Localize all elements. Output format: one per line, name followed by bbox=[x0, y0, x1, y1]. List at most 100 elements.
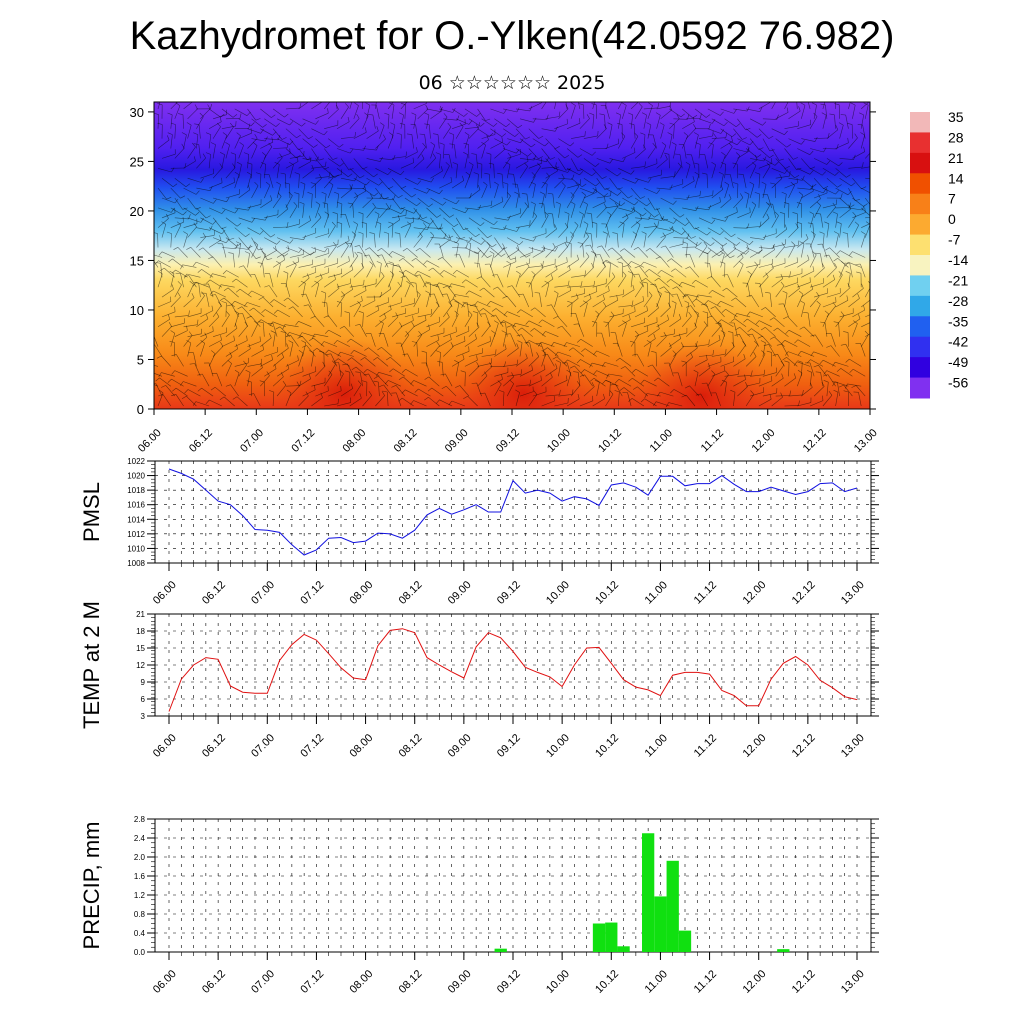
x-tick-label: 07.12 bbox=[298, 732, 326, 760]
pmsl-ylabel: PMSL bbox=[79, 482, 104, 542]
y-tick-label: 21 bbox=[136, 610, 145, 619]
colorbar-label: 7 bbox=[948, 191, 956, 207]
x-tick-label: 10.00 bbox=[545, 427, 573, 455]
x-tick-label: 13.00 bbox=[839, 732, 867, 760]
colorbar-swatch bbox=[910, 336, 930, 358]
colorbar-swatch bbox=[910, 357, 930, 379]
x-tick-label: 06.12 bbox=[200, 968, 228, 996]
x-tick-label: 13.00 bbox=[839, 968, 867, 996]
colorbar-swatch bbox=[910, 316, 930, 338]
precip-bar bbox=[605, 922, 618, 952]
x-tick-label: 08.00 bbox=[347, 732, 375, 760]
x-tick-label: 12.12 bbox=[801, 427, 829, 455]
x-tick-label: 12.00 bbox=[741, 579, 769, 607]
x-tick-label: 08.12 bbox=[397, 968, 425, 996]
x-tick-label: 08.12 bbox=[397, 732, 425, 760]
colorbar-swatch bbox=[910, 275, 930, 297]
precip-bar bbox=[666, 860, 679, 952]
precip-ylabel: PRECIP, mm bbox=[79, 822, 104, 950]
x-tick-label: 12.00 bbox=[741, 968, 769, 996]
x-tick-label: 11.12 bbox=[692, 579, 719, 606]
x-tick-label: 10.00 bbox=[544, 968, 572, 996]
colorbar-swatch bbox=[910, 173, 930, 195]
y-tick-label: 1010 bbox=[127, 544, 145, 553]
y-tick-label: 9 bbox=[141, 678, 146, 687]
colorbar-swatch bbox=[910, 193, 930, 215]
y-tick-label: 1.2 bbox=[134, 891, 146, 900]
colorbar-swatch bbox=[910, 112, 930, 133]
x-tick-label: 10.00 bbox=[544, 579, 572, 607]
x-tick-label: 10.00 bbox=[544, 732, 572, 760]
y-tick-label: 2.4 bbox=[134, 834, 146, 843]
y-tick-label: 6 bbox=[141, 695, 146, 704]
x-tick-label: 08.12 bbox=[397, 579, 425, 607]
x-tick-label: 10.12 bbox=[596, 427, 624, 455]
colorbar-label: -7 bbox=[948, 232, 961, 248]
x-tick-label: 12.12 bbox=[790, 732, 818, 760]
precip-bar bbox=[777, 949, 790, 952]
x-tick-label: 07.12 bbox=[298, 579, 326, 607]
colorbar-swatch bbox=[910, 234, 930, 256]
colorbar-swatch bbox=[910, 255, 930, 276]
precip-bar bbox=[642, 833, 655, 952]
y-tick-label: 1018 bbox=[127, 486, 145, 495]
precip-bar bbox=[494, 948, 507, 952]
y-tick-label: 2.8 bbox=[134, 815, 146, 824]
x-tick-label: 08.12 bbox=[392, 427, 420, 455]
y-tick-label: 18 bbox=[136, 627, 145, 636]
wind-barbs bbox=[154, 102, 870, 408]
temp2m-ylabel: TEMP at 2 M bbox=[79, 601, 104, 729]
x-tick-label: 11.12 bbox=[699, 427, 726, 454]
x-tick-label: 06.12 bbox=[200, 732, 228, 760]
x-tick-label: 09.12 bbox=[494, 427, 522, 455]
colorbar-label: -21 bbox=[948, 272, 968, 288]
x-tick-label: 07.12 bbox=[298, 968, 326, 996]
x-tick-label: 06.00 bbox=[151, 732, 179, 760]
x-tick-label: 13.00 bbox=[839, 579, 867, 607]
x-tick-label: 06.12 bbox=[187, 427, 215, 455]
x-tick-label: 12.00 bbox=[741, 732, 769, 760]
y-tick-label: 1020 bbox=[127, 472, 145, 481]
x-tick-label: 12.00 bbox=[750, 427, 778, 455]
y-tick-label: 1016 bbox=[127, 501, 145, 510]
x-tick-label: 07.00 bbox=[249, 579, 277, 607]
x-tick-label: 08.00 bbox=[340, 427, 368, 455]
temperature-field bbox=[154, 102, 870, 409]
y-tick-label: 1.6 bbox=[134, 872, 146, 881]
y-tick-label: 25 bbox=[130, 154, 144, 169]
x-tick-label: 06.00 bbox=[151, 579, 179, 607]
colorbar-label: -28 bbox=[948, 293, 968, 309]
y-tick-label: 20 bbox=[130, 204, 144, 219]
colorbar-swatch bbox=[910, 377, 930, 399]
x-tick-label: 11.00 bbox=[643, 968, 670, 995]
precip-bar bbox=[617, 946, 630, 952]
colorbar-label: -56 bbox=[948, 375, 968, 391]
x-tick-label: 06.00 bbox=[136, 427, 164, 455]
chart-subtitle: 06 ☆☆☆☆☆☆ 2025 bbox=[418, 72, 606, 94]
x-tick-label: 06.00 bbox=[151, 968, 179, 996]
colorbar-label: 35 bbox=[948, 109, 964, 125]
colorbar-swatch bbox=[910, 132, 930, 154]
x-tick-label: 11.00 bbox=[648, 427, 675, 454]
x-tick-label: 11.00 bbox=[643, 579, 670, 606]
x-tick-label: 08.00 bbox=[347, 579, 375, 607]
x-tick-label: 07.00 bbox=[238, 427, 266, 455]
x-tick-label: 06.12 bbox=[200, 579, 228, 607]
x-tick-label: 07.00 bbox=[249, 732, 277, 760]
x-tick-label: 12.12 bbox=[790, 579, 818, 607]
x-tick-label: 07.12 bbox=[289, 427, 317, 455]
x-tick-label: 10.12 bbox=[593, 732, 621, 760]
y-tick-label: 0.4 bbox=[134, 929, 146, 938]
y-tick-label: 10 bbox=[130, 303, 144, 318]
y-tick-label: 15 bbox=[130, 253, 144, 268]
colorbar-label: -14 bbox=[948, 252, 968, 268]
colorbar-label: -42 bbox=[948, 334, 968, 350]
y-tick-label: 3 bbox=[141, 712, 146, 721]
colorbar-label: 14 bbox=[948, 170, 964, 186]
y-tick-label: 0 bbox=[137, 402, 144, 417]
colorbar-label: -35 bbox=[948, 313, 968, 329]
colorbar-swatch bbox=[910, 152, 930, 174]
x-tick-label: 09.00 bbox=[446, 579, 474, 607]
x-tick-label: 10.12 bbox=[593, 968, 621, 996]
